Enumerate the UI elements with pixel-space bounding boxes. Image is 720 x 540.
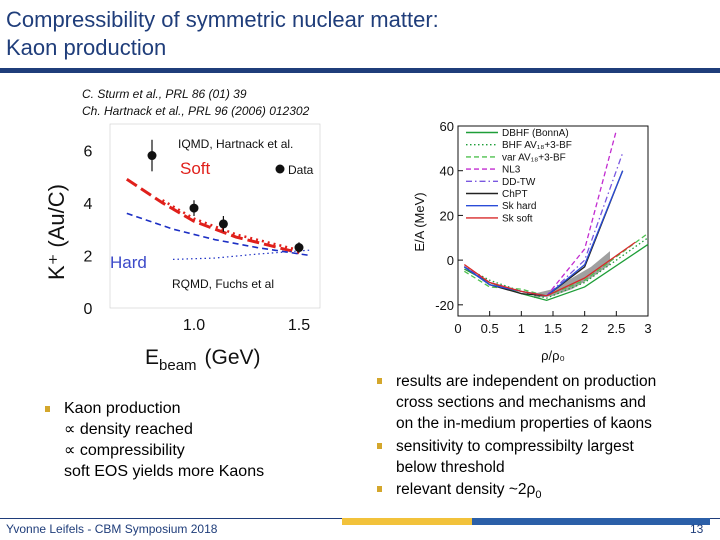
result-bullet-1-line1: results are independent on production bbox=[396, 373, 657, 390]
eos-legend-label: Sk soft bbox=[502, 213, 533, 224]
eos-legend-label: ChPT bbox=[502, 189, 528, 200]
eos-ytick-label: 20 bbox=[440, 208, 454, 223]
kaon-legend-data-marker bbox=[275, 164, 285, 174]
eos-ytick-label: 60 bbox=[440, 119, 454, 134]
eos-legend-label: BHF AV₁₈+3-BF bbox=[502, 140, 572, 151]
eos-ytick-label: 40 bbox=[440, 164, 454, 179]
kaon-xlabel-sub: beam bbox=[159, 357, 197, 374]
kaon-label-rqmd: RQMD, Fuchs et al bbox=[172, 277, 274, 291]
kaon-ytick-label: 4 bbox=[84, 196, 93, 213]
eos-series-line bbox=[463, 232, 649, 297]
eos-series-line bbox=[463, 241, 636, 297]
footer-accent-bar-yellow bbox=[342, 518, 472, 525]
kaon-line-hard-iqmd bbox=[126, 212, 310, 257]
density-subscript: 0 bbox=[535, 489, 542, 502]
bullet-square-icon bbox=[377, 443, 382, 449]
eos-ytick-label: 0 bbox=[447, 253, 454, 268]
page-number: 13 bbox=[690, 522, 704, 536]
kaon-chart-xlabel: Ebeam (GeV) bbox=[145, 346, 261, 374]
eos-legend-label: DD-TW bbox=[502, 177, 536, 188]
slide-title-line2: Kaon production bbox=[6, 35, 167, 60]
result-bullet-3-line1: relevant density ~2ρ0 bbox=[396, 479, 716, 506]
eos-chart-ylabel: E/A (MeV) bbox=[412, 192, 427, 251]
eos-xtick-label: 1 bbox=[518, 321, 525, 336]
kaon-chart-ylabel: K⁺ (Au/C) bbox=[44, 184, 69, 280]
kaon-label-hard: Hard bbox=[110, 253, 147, 272]
slide-title-line1: Compressibility of symmetric nuclear mat… bbox=[6, 7, 439, 32]
bullet-square-icon bbox=[45, 406, 50, 412]
result-bullet-1: results are independent on production cr… bbox=[377, 371, 716, 434]
reference-1: C. Sturm et al., PRL 86 (01) 39 bbox=[82, 87, 247, 101]
eos-legend-label: DBHF (BonnA) bbox=[502, 128, 569, 139]
result-bullet-1-line2: cross sections and mechanisms and bbox=[396, 394, 646, 411]
kaon-xtick-label: 1.0 bbox=[183, 317, 205, 334]
density-text: relevant density ~2ρ bbox=[396, 481, 536, 498]
eos-xtick-label: 3 bbox=[644, 321, 651, 336]
eos-legend-label: var AV₁₈+3-BF bbox=[502, 152, 566, 163]
bullet-square-icon bbox=[377, 486, 382, 492]
bullet-square-icon bbox=[377, 378, 382, 384]
kaon-ytick-label: 6 bbox=[84, 143, 93, 160]
eos-xtick-label: 0.5 bbox=[481, 321, 499, 336]
result-bullet-2-line2: below threshold bbox=[396, 459, 505, 476]
kaon-bullet-main: Kaon production bbox=[64, 400, 181, 417]
kaon-bullet-sub2: ∝ compressibility bbox=[64, 442, 185, 459]
kaon-label-iqmd: IQMD, Hartnack et al. bbox=[178, 137, 293, 151]
result-bullet-2-line1: sensitivity to compressibilty largest bbox=[396, 438, 634, 455]
eos-series-line bbox=[463, 152, 624, 297]
kaon-data-point bbox=[147, 151, 157, 161]
eos-xtick-label: 2 bbox=[581, 321, 588, 336]
kaon-xlabel-unit: (GeV) bbox=[205, 346, 261, 369]
kaon-ytick-label: 2 bbox=[84, 248, 93, 265]
footer-author: Yvonne Leifels - CBM Symposium 2018 bbox=[6, 522, 218, 536]
kaon-data-point bbox=[189, 203, 199, 213]
eos-legend-label: Sk hard bbox=[502, 201, 536, 212]
eos-legend-label: NL3 bbox=[502, 165, 521, 176]
kaon-bullet-sub3: soft EOS yields more Kaons bbox=[64, 463, 265, 480]
eos-xtick-label: 2.5 bbox=[607, 321, 625, 336]
kaon-label-data: Data bbox=[288, 163, 314, 177]
footer-accent-bar-blue bbox=[472, 518, 710, 525]
kaon-xlabel-main: E bbox=[145, 346, 159, 369]
title-divider bbox=[0, 68, 720, 73]
kaon-ratio-chart: K⁺ (Au/C) 0 2 4 6 1.0 1.5 IQMD, Hartnack et … bbox=[44, 123, 321, 374]
kaon-line-hard-rqmd bbox=[172, 249, 310, 260]
kaon-bullet-block: Kaon production ∝ density reached ∝ comp… bbox=[45, 398, 265, 482]
result-bullet-2: sensitivity to compressibilty largest be… bbox=[377, 436, 716, 478]
result-bullet-3: relevant density ~2ρ0 bbox=[377, 479, 716, 506]
eos-constraint-band bbox=[534, 251, 610, 299]
references: C. Sturm et al., PRL 86 (01) 39 Ch. Hart… bbox=[82, 86, 309, 120]
eos-xtick-label: 1.5 bbox=[544, 321, 562, 336]
kaon-ytick-label: 0 bbox=[84, 301, 93, 318]
eos-ytick-label: -20 bbox=[435, 298, 454, 313]
kaon-line-soft-rqmd bbox=[161, 199, 300, 252]
kaon-line-soft-iqmd bbox=[125, 177, 300, 255]
kaon-bullet-sub1: ∝ density reached bbox=[64, 421, 193, 438]
eos-chart-xlabel: ρ/ρ₀ bbox=[541, 348, 565, 363]
kaon-label-soft: Soft bbox=[180, 159, 211, 178]
kaon-xtick-label: 1.5 bbox=[288, 317, 310, 334]
result-bullet-1-line3: on the in-medium properties of kaons bbox=[396, 415, 652, 432]
kaon-data-point bbox=[294, 243, 304, 253]
eos-xtick-label: 0 bbox=[454, 321, 461, 336]
reference-2: Ch. Hartnack et al., PRL 96 (2006) 01230… bbox=[82, 104, 310, 118]
kaon-data-point bbox=[218, 219, 228, 229]
kaon-chart-frame bbox=[109, 123, 321, 309]
slide-title: Compressibility of symmetric nuclear mat… bbox=[6, 6, 439, 62]
